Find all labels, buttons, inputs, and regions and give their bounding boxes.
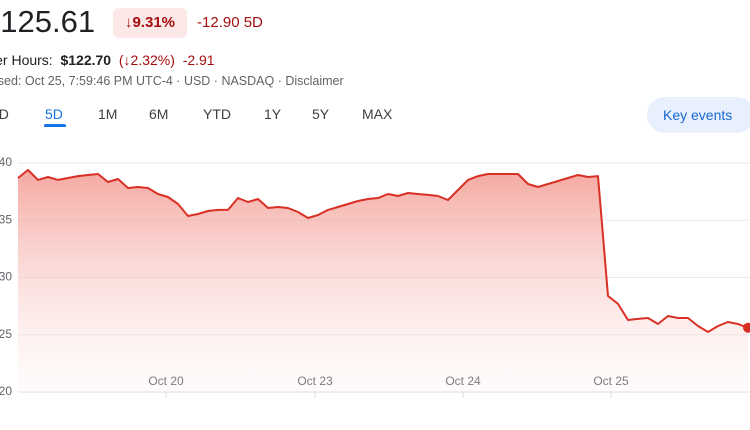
price-line — [17, 169, 749, 333]
after-hours: After Hours: $122.70 (↓2.32%) -2.91 — [0, 50, 215, 70]
y-tick-label: 135 — [0, 212, 12, 226]
range-tab[interactable]: 1Y — [264, 106, 282, 122]
y-tick-label: 125 — [0, 327, 12, 341]
range-tab[interactable]: 1D — [0, 106, 9, 122]
area — [18, 170, 748, 392]
change-badge: ↓9.31% — [113, 8, 187, 38]
after-hours-label: After Hours: — [0, 52, 53, 68]
y-tick-label: 120 — [0, 384, 12, 398]
range-tab[interactable]: 5Y — [312, 106, 330, 122]
change: -12.90 5D — [197, 8, 263, 38]
tab-underline — [44, 124, 66, 127]
range-tab[interactable]: 6M — [149, 106, 169, 122]
closed-info: Closed: Oct 25, 7:59:46 PM UTC-4 · USD ·… — [0, 74, 344, 88]
y-tick-label: 130 — [0, 270, 12, 284]
change-value: -12.90 — [197, 14, 240, 31]
range-tab[interactable]: 1M — [98, 106, 118, 122]
key-events-button[interactable]: Key events — [647, 97, 750, 133]
after-hours-change: -2.91 — [182, 52, 215, 68]
y-tick-label: 140 — [0, 155, 12, 169]
range-tab[interactable]: 5D — [45, 106, 63, 122]
after-hours-pct: (↓2.32%) — [118, 52, 175, 68]
range-tab[interactable]: MAX — [362, 106, 393, 122]
after-hours-price: $122.70 — [60, 52, 112, 68]
price: $125.61 — [0, 4, 96, 39]
period: 5D — [243, 14, 263, 31]
last-point — [743, 322, 750, 333]
range-tab[interactable]: YTD — [203, 106, 231, 122]
